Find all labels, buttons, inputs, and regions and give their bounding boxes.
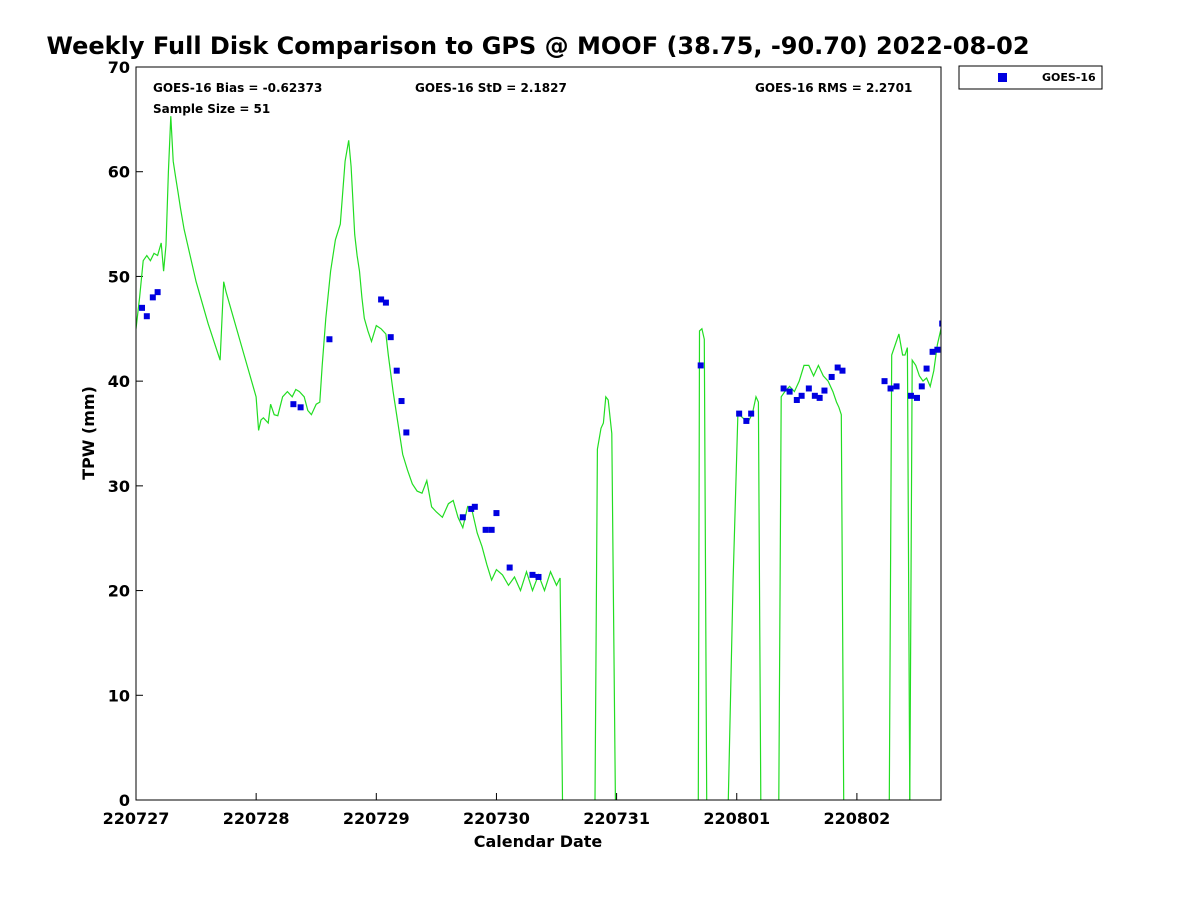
y-axis-label: TPW (mm) — [79, 386, 98, 480]
gps-series-line — [909, 321, 941, 800]
legend-box — [958, 65, 1103, 90]
plot-frame-border — [135, 66, 942, 801]
std-stat: GOES-16 StD = 2.1827 — [415, 81, 567, 95]
x-tick-label: 220728 — [223, 809, 290, 828]
goes16-point — [929, 348, 936, 355]
goes16-point — [786, 388, 793, 395]
goes16-point — [403, 429, 410, 436]
goes16-point — [468, 505, 475, 512]
gps-series-line — [594, 395, 616, 800]
goes16-point — [893, 383, 900, 390]
goes16-point — [913, 394, 920, 401]
x-tick-label: 220801 — [703, 809, 770, 828]
goes16-point — [506, 564, 513, 571]
plot-layer: 0 10 20 30 40 50 60 70 220727 220728 220729 220730 2… — [103, 58, 964, 828]
goes16-point — [939, 320, 941, 327]
legend-label-goes16: GOES-16 — [1042, 71, 1096, 84]
goes16-point — [954, 312, 960, 318]
legend-marker-goes16 — [998, 73, 1007, 82]
goes16-point — [887, 385, 894, 392]
plot-area — [135, 66, 942, 801]
y-tick-label: 0 — [119, 791, 130, 810]
goes16-point — [387, 334, 394, 341]
y-tick-label: 30 — [108, 477, 130, 496]
x-tick-label: 220730 — [463, 809, 530, 828]
gps-series-line — [136, 116, 564, 800]
goes16-point — [143, 313, 150, 320]
goes16-point — [949, 324, 955, 330]
goes16-point — [149, 294, 156, 301]
x-tick-label: 220731 — [583, 809, 650, 828]
goes16-point — [881, 378, 888, 385]
chart-title: Weekly Full Disk Comparison to GPS @ MOO… — [46, 32, 1029, 60]
goes16-point — [139, 304, 146, 311]
goes16-point — [736, 410, 743, 417]
legend: GOES-16 — [958, 65, 1103, 90]
goes16-point — [488, 526, 495, 533]
goes16-point — [934, 346, 941, 353]
x-tick-label: 220727 — [103, 809, 170, 828]
sample-size-stat: Sample Size = 51 — [153, 102, 270, 116]
y-tick-label: 70 — [108, 58, 130, 77]
gps-series-line — [888, 333, 911, 800]
x-tick-label: 220729 — [343, 809, 410, 828]
goes16-point — [382, 299, 389, 306]
goes16-point — [459, 514, 466, 521]
goes16-point — [378, 296, 385, 303]
goes16-point — [297, 404, 304, 411]
x-tick-label: 220802 — [823, 809, 890, 828]
goes16-point — [805, 385, 812, 392]
goes16-point — [958, 328, 964, 334]
goes16-point — [816, 394, 823, 401]
data-layer — [136, 116, 964, 800]
goes16-point — [944, 324, 950, 330]
gps-series-line — [697, 327, 708, 800]
goes16-point — [793, 396, 800, 403]
y-tick-label: 20 — [108, 582, 130, 601]
goes16-point — [398, 398, 405, 405]
goes16-point — [834, 364, 841, 371]
y-tick-label: 40 — [108, 372, 130, 391]
goes16-point — [493, 510, 500, 517]
goes16-point — [290, 401, 297, 408]
gps-series-line — [778, 363, 845, 800]
goes16-point — [811, 392, 818, 399]
goes16-point — [743, 417, 750, 424]
bias-stat: GOES-16 Bias = -0.62373 — [153, 81, 322, 95]
goes16-point — [923, 365, 930, 372]
goes16-point — [326, 336, 333, 343]
goes16-point — [918, 383, 925, 390]
y-tick-label: 50 — [108, 267, 130, 286]
goes16-point — [798, 392, 805, 399]
x-axis-label: Calendar Date — [474, 832, 603, 851]
goes16-point — [529, 571, 536, 578]
goes16-point — [907, 392, 914, 399]
goes16-point — [535, 573, 542, 580]
goes16-point — [697, 362, 704, 369]
goes16-point — [393, 367, 400, 374]
goes16-point — [780, 385, 787, 392]
goes16-point — [748, 410, 755, 417]
y-tick-label: 10 — [108, 686, 130, 705]
goes16-point — [482, 526, 489, 533]
goes16-point — [839, 367, 846, 374]
rms-stat: GOES-16 RMS = 2.2701 — [755, 81, 912, 95]
goes16-point — [154, 289, 161, 296]
goes16-point — [821, 387, 828, 394]
goes16-point — [828, 373, 835, 380]
y-tick-label: 60 — [108, 163, 130, 182]
goes16-point — [471, 503, 478, 510]
